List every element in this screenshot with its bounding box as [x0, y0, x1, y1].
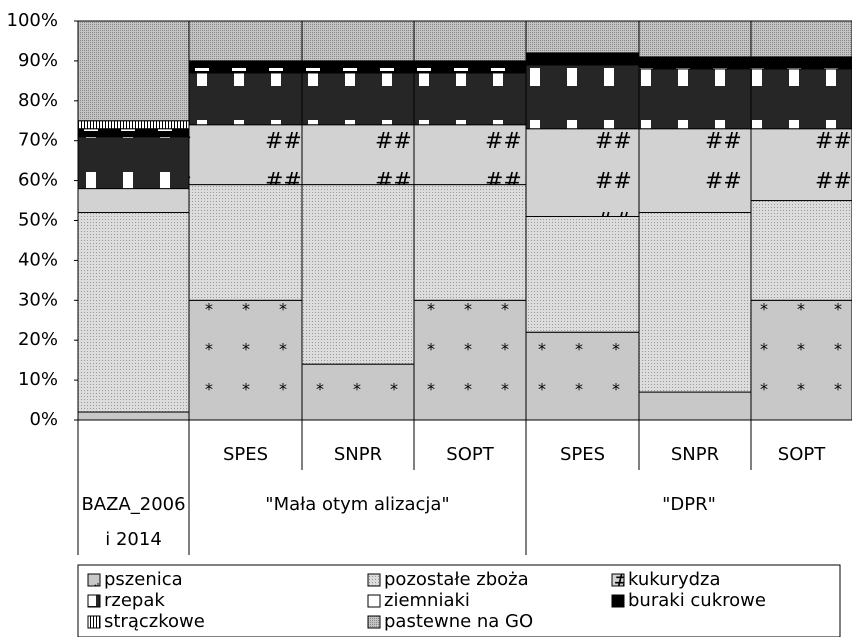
bar-segment: [413, 184, 527, 301]
bar-segment: [750, 200, 852, 301]
bar-segment: [638, 56, 752, 70]
bar-segment: [188, 124, 303, 186]
bar-segment: [301, 72, 415, 126]
group-label: "DPR": [662, 494, 716, 515]
y-tick-label: 0%: [29, 409, 58, 430]
y-tick-label: 30%: [18, 289, 58, 310]
y-tick-label: 10%: [18, 369, 58, 390]
bar-segment: [77, 20, 190, 122]
bar-segment: [750, 56, 852, 70]
bar-segment: [413, 60, 527, 74]
bar-segment: [77, 128, 190, 138]
bar-segment: [188, 299, 303, 421]
y-tick-label: 40%: [18, 249, 58, 270]
y-tick-label: 50%: [18, 210, 58, 231]
x-tick-label: SOPT: [778, 444, 826, 465]
bar-segment: [413, 299, 527, 421]
bar-segment: [413, 20, 527, 62]
legend-swatch: [367, 573, 381, 587]
bar-segment: [301, 60, 415, 74]
legend-swatch: [367, 615, 381, 629]
y-tick-label: 90%: [18, 50, 58, 71]
bar-segment: [188, 20, 303, 62]
bar-segment: [638, 68, 752, 130]
bar-segment: [638, 391, 752, 421]
bar-segment: [77, 136, 190, 190]
bar-segment: [525, 64, 640, 130]
bar-segment: [301, 124, 415, 186]
group-label: "Mała otym alizacja": [265, 494, 449, 515]
legend-swatch: [611, 594, 625, 608]
y-tick-label: 80%: [18, 90, 58, 111]
x-tick-label: SPES: [223, 444, 268, 465]
bar-segment: [525, 216, 640, 333]
bar-segment: [525, 20, 640, 54]
bar-segment: [638, 128, 752, 214]
legend-label: strączkowe: [104, 611, 205, 632]
legend-label: pastewne na GO: [384, 611, 533, 632]
bar-segment: [77, 411, 190, 421]
bar-segment: [188, 60, 303, 74]
legend-label: buraki cukrowe: [628, 590, 766, 611]
legend-label: pszenica: [104, 569, 183, 590]
legend-swatch: [611, 573, 625, 587]
bar-segment: [77, 188, 190, 214]
legend-label: kukurydza: [628, 569, 721, 590]
bar-segment: [525, 331, 640, 421]
legend-swatch: [367, 594, 381, 608]
bar-segment: [413, 72, 527, 126]
y-tick-label: 100%: [7, 10, 58, 31]
legend-swatch: [87, 573, 101, 587]
bar-segment: [301, 184, 415, 365]
x-tick-label: SNPR: [334, 444, 382, 465]
bar-segment: [750, 68, 852, 130]
bar-segment: [77, 212, 190, 413]
bar-segment: [638, 20, 752, 58]
bar-segment: [413, 124, 527, 186]
y-tick-label: 60%: [18, 170, 58, 191]
legend-label: ziemniaki: [384, 590, 470, 611]
group-label: i 2014: [105, 529, 162, 550]
bar-segment: [638, 212, 752, 393]
bar-segment: [301, 20, 415, 62]
x-tick-label: SOPT: [446, 444, 494, 465]
bar-segment: [301, 363, 415, 421]
bar-segment: [525, 52, 640, 66]
bar-segment: [188, 184, 303, 301]
bar-segment: [750, 20, 852, 58]
y-tick-label: 70%: [18, 130, 58, 151]
group-label: BAZA_2006: [81, 494, 185, 515]
legend-swatch: [87, 615, 101, 629]
bar-segment: [188, 72, 303, 126]
x-tick-label: SNPR: [671, 444, 719, 465]
bar-segment: [750, 299, 852, 421]
bar-segment: [77, 120, 190, 130]
bar-segment: [750, 128, 852, 202]
legend-label: rzepak: [104, 590, 165, 611]
legend-swatch: [87, 594, 101, 608]
x-tick-label: SPES: [560, 444, 605, 465]
bar-segment: [525, 128, 640, 218]
legend-label: pozostałe zboża: [384, 569, 529, 590]
y-tick-label: 20%: [18, 329, 58, 350]
